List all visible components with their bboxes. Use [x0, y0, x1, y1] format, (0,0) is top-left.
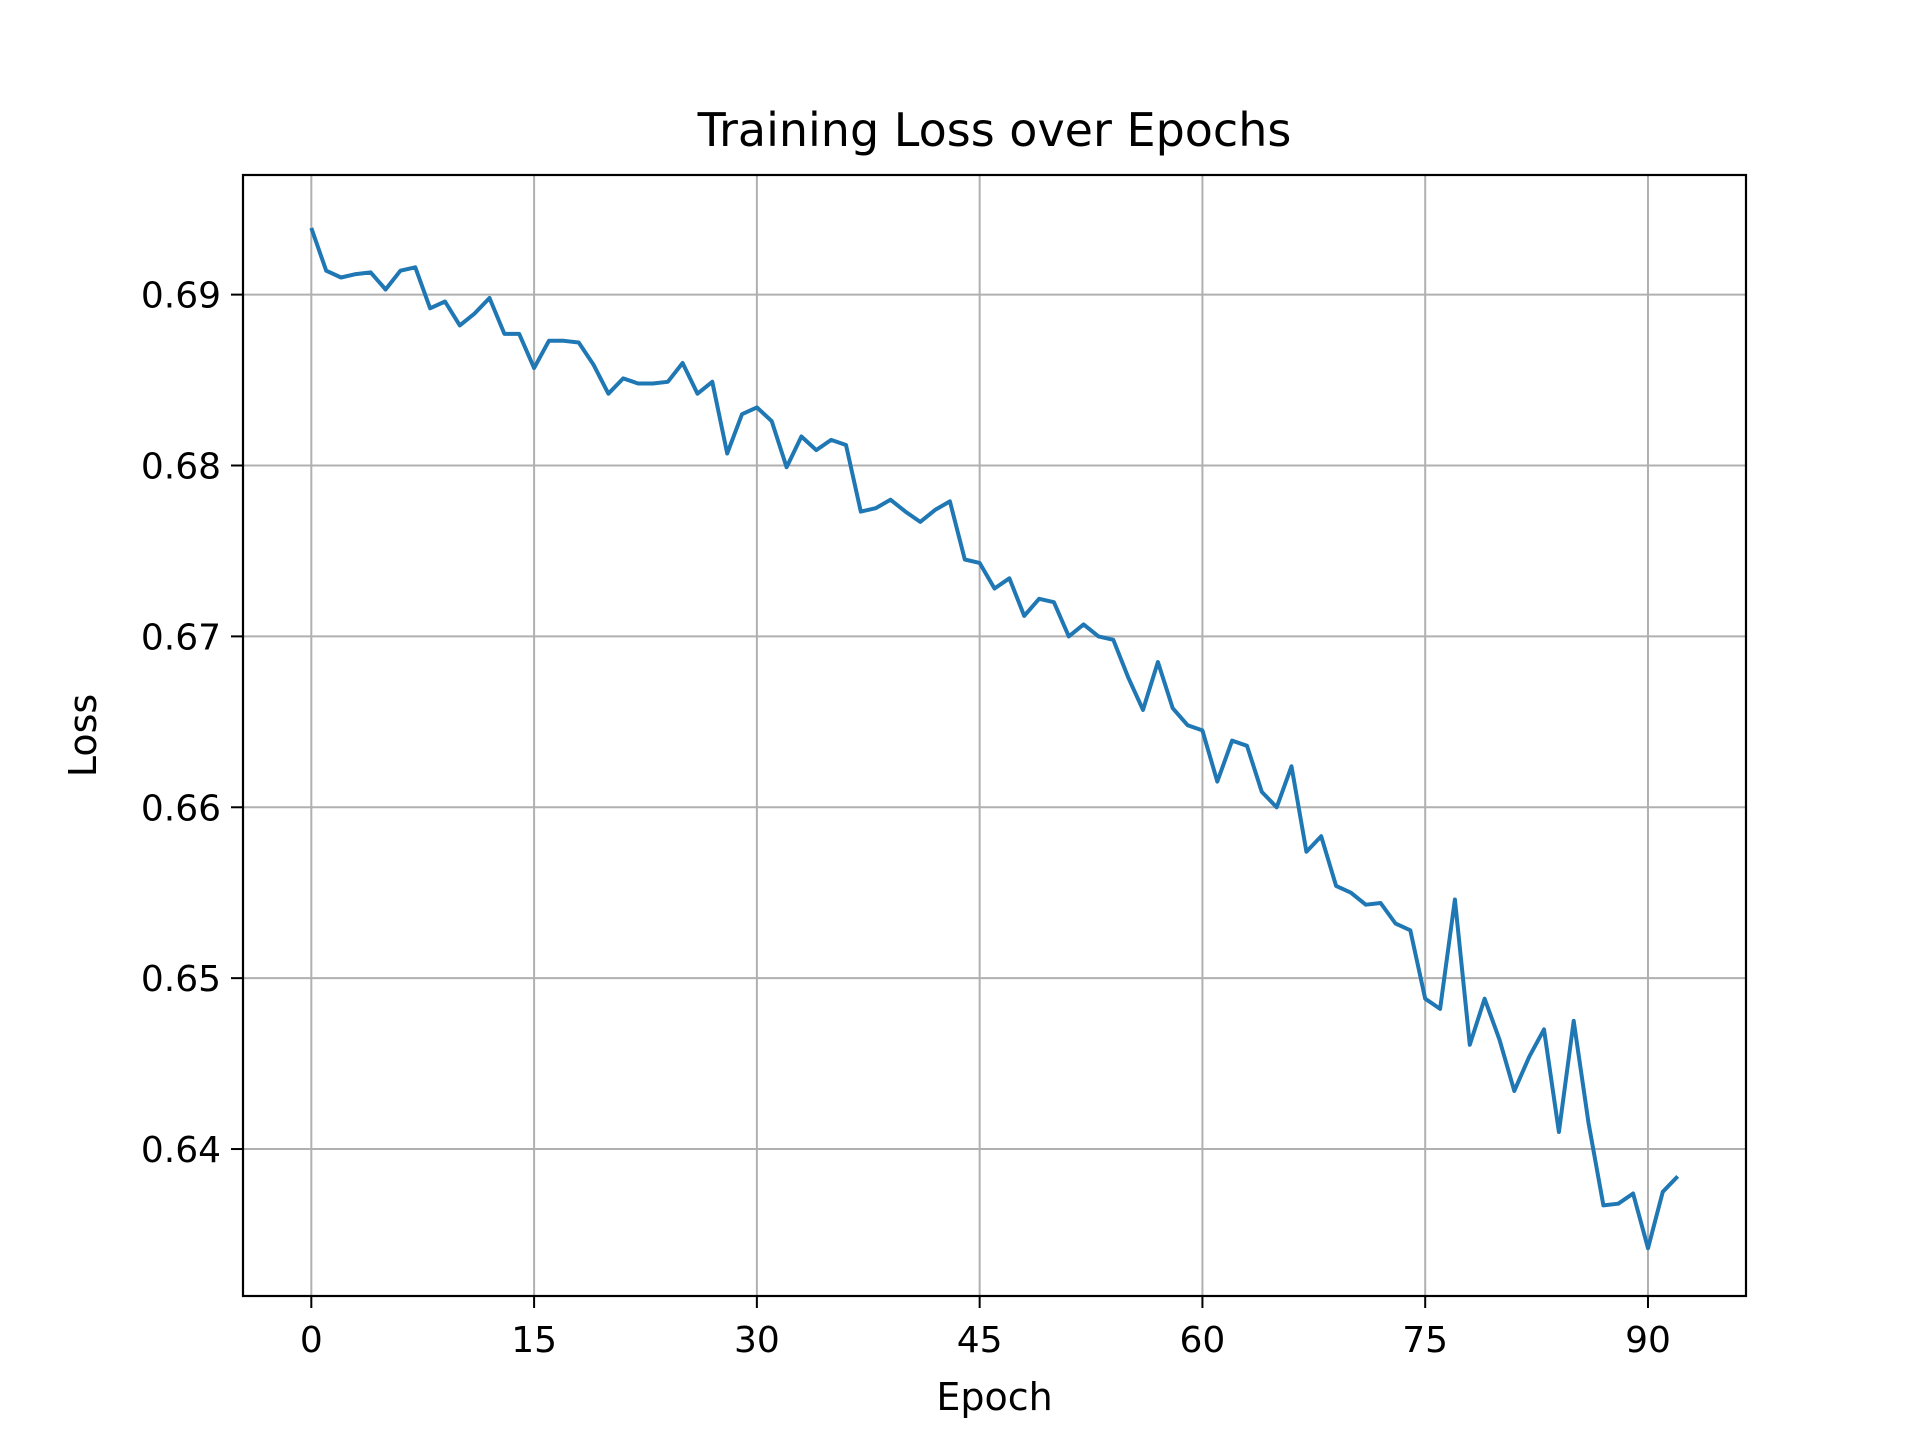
x-tick-label: 75 — [1402, 1320, 1448, 1361]
loss-series-line — [309, 227, 1680, 1251]
x-tick-label: 45 — [957, 1320, 1003, 1361]
y-tick-label: 0.66 — [141, 788, 221, 829]
ticks: 0 15 30 45 60 75 90 0.64 0.65 0.66 0.67 0.68 0.69 — [141, 276, 1671, 1361]
x-axis-title: Epoch — [936, 1375, 1052, 1419]
x-tick-label: 30 — [734, 1320, 780, 1361]
y-tick-label: 0.68 — [141, 447, 221, 488]
y-tick-label: 0.69 — [141, 276, 221, 317]
plot-frame — [241, 173, 1748, 1298]
chart-title: Training Loss over Epochs — [697, 103, 1292, 157]
x-tick-label: 60 — [1180, 1320, 1226, 1361]
series-layer — [309, 227, 1680, 1251]
y-tick-label: 0.64 — [141, 1130, 221, 1171]
y-tick-label: 0.67 — [141, 617, 221, 658]
x-tick-label: 0 — [300, 1320, 323, 1361]
y-tick-label: 0.65 — [141, 959, 221, 1000]
x-tick-label: 15 — [511, 1320, 557, 1361]
x-tick-label: 90 — [1625, 1320, 1671, 1361]
y-axis-title: Loss — [61, 694, 105, 777]
